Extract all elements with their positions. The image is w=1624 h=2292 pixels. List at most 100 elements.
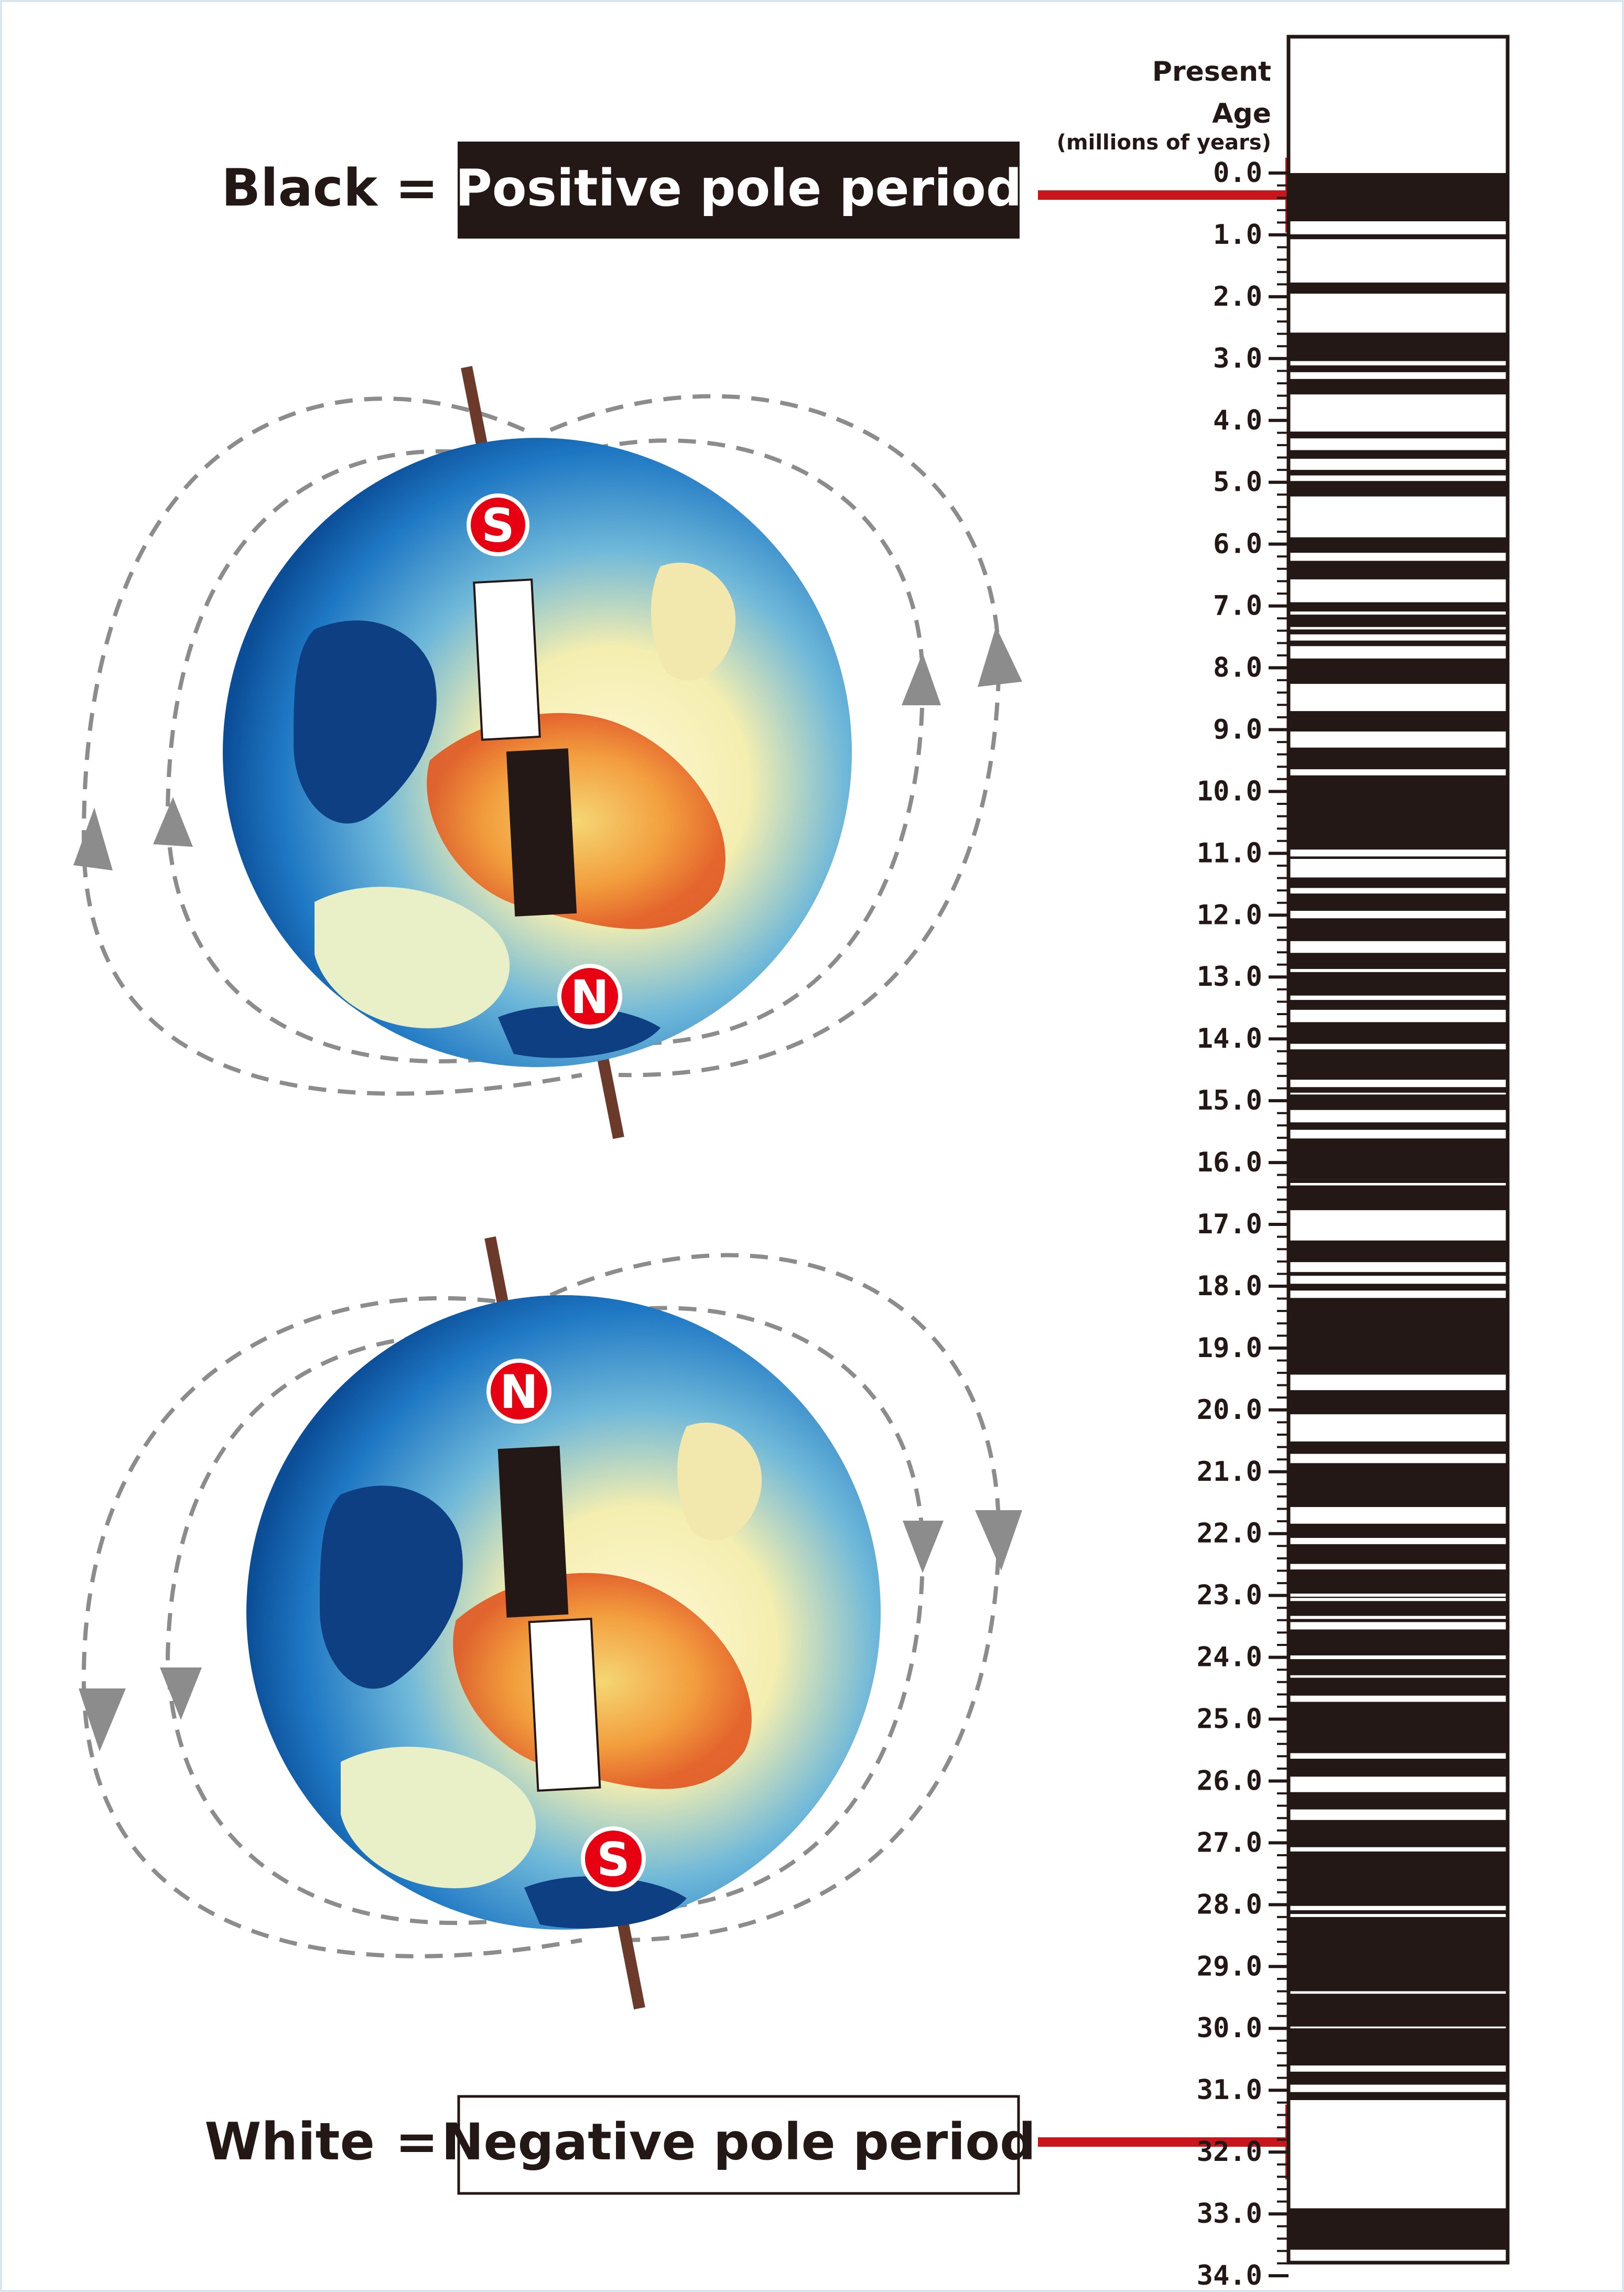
magnet-lower-half <box>528 1618 601 1792</box>
normal-polarity-band <box>1290 1659 1507 1675</box>
normal-polarity-band <box>1290 2028 1507 2065</box>
normal-polarity-band <box>1290 1629 1507 1655</box>
pole-marker-upper-label: N <box>500 1365 538 1419</box>
continent-antarctica <box>498 1006 661 1058</box>
tick-label: 24.0 <box>1197 1642 1262 1673</box>
normal-polarity-band <box>1290 1284 1507 1291</box>
tick-label: 21.0 <box>1197 1456 1262 1488</box>
legend-black-equals: = <box>395 158 438 218</box>
normal-polarity-band <box>1290 640 1507 647</box>
tick-label: 34.0 <box>1197 2260 1262 2291</box>
tick-label: 11.0 <box>1197 837 1262 869</box>
normal-polarity-band <box>1290 658 1507 684</box>
normal-polarity-band <box>1290 894 1507 911</box>
positive-label-box <box>458 142 1020 239</box>
continent-asia-warm <box>427 713 726 929</box>
magnet-upper-half <box>497 1446 569 1618</box>
axis-tick-labels: 0.0 1.0 2.0 3.0 4.0 5.0 6.0 7.0 8.0 9.0 10.0 11.0 12… <box>1197 157 1262 2291</box>
tick-label: 10.0 <box>1197 776 1262 807</box>
normal-polarity-band <box>1290 1994 1507 2027</box>
pole-marker-lower-label: N <box>570 970 609 1024</box>
normal-polarity-band <box>1290 629 1507 634</box>
normal-polarity-band <box>1290 1544 1507 1564</box>
field-arrowhead <box>79 1688 126 1751</box>
magnet-lower-half <box>506 748 577 917</box>
continent-europe <box>294 620 437 824</box>
tick-label: 7.0 <box>1213 590 1262 622</box>
normal-polarity-band <box>1290 747 1507 769</box>
negative-label: Negative pole period <box>441 2113 1036 2171</box>
normal-polarity-band <box>1290 711 1507 731</box>
normal-polarity-band <box>1290 2208 1507 2250</box>
tick-label: 23.0 <box>1197 1580 1262 1611</box>
tick-label: 27.0 <box>1197 1827 1262 1858</box>
normal-polarity-band <box>1290 1122 1507 1130</box>
continent-north <box>651 562 736 681</box>
pole-marker-upper-label: S <box>481 499 514 553</box>
normal-polarity-band <box>1290 537 1507 553</box>
tick-label: 29.0 <box>1197 1951 1262 1982</box>
continent-europe <box>320 1486 463 1689</box>
normal-polarity-band <box>1290 1569 1507 1594</box>
tick-label: 33.0 <box>1197 2198 1262 2230</box>
normal-polarity-band <box>1290 1463 1507 1507</box>
pole-marker-lower-label: S <box>597 1833 630 1887</box>
normal-polarity-band <box>1290 1179 1507 1183</box>
normal-polarity-band <box>1290 953 1507 969</box>
normal-polarity-band <box>1290 1298 1507 1375</box>
tick-label: 32.0 <box>1197 2136 1262 2168</box>
tick-label: 3.0 <box>1213 343 1262 374</box>
tick-label: 1.0 <box>1213 219 1262 251</box>
pole-marker-upper <box>486 1359 551 1424</box>
tick-label: 8.0 <box>1213 652 1262 684</box>
normal-polarity-band <box>1290 1272 1507 1276</box>
field-arrowhead <box>978 627 1022 687</box>
normal-polarity-band <box>1290 1597 1507 1598</box>
normal-polarity-band <box>1290 1240 1507 1262</box>
continent-africa <box>341 1747 536 1888</box>
polarity-timescale: Present Age (millions of years) polarity… <box>1057 35 1510 2291</box>
magnet-upper-half <box>473 578 541 741</box>
tick-label: 30.0 <box>1197 2013 1262 2044</box>
normal-polarity-band <box>1290 432 1507 438</box>
normal-polarity-band <box>1290 918 1507 941</box>
normal-polarity-band <box>1290 1441 1507 1454</box>
tick-label: 26.0 <box>1197 1766 1262 1797</box>
normal-polarity-band <box>1290 1087 1507 1093</box>
polarity-bands <box>1290 173 1507 2250</box>
tick-label: 14.0 <box>1197 1023 1262 1054</box>
normal-polarity-band <box>1290 1792 1507 1810</box>
tick-label: 0.0 <box>1213 157 1262 189</box>
normal-polarity-band <box>1290 2071 1507 2085</box>
normal-polarity-band <box>1290 775 1507 850</box>
normal-polarity-band <box>1290 1185 1507 1210</box>
normal-polarity-band <box>1290 1759 1507 1777</box>
continent-asia-warm <box>453 1573 752 1789</box>
pole-marker-lower <box>581 1826 646 1891</box>
normal-polarity-band <box>1290 877 1507 888</box>
normal-polarity-band <box>1290 1820 1507 1847</box>
positive-label: Positive pole period <box>455 159 1022 218</box>
normal-polarity-band <box>1290 173 1507 221</box>
tick-label: 17.0 <box>1197 1209 1262 1240</box>
legend-negative: White = Negative pole period <box>204 2095 1361 2195</box>
tick-label: 22.0 <box>1197 1518 1262 1549</box>
globe-normal-polarity: S N <box>73 365 1022 1139</box>
normal-polarity-band <box>1290 2092 1507 2100</box>
normal-polarity-band <box>1290 450 1507 459</box>
normal-polarity-band <box>1290 1049 1507 1080</box>
tick-label: 4.0 <box>1213 405 1262 436</box>
tick-label: 31.0 <box>1197 2074 1262 2106</box>
tick-label: 18.0 <box>1197 1271 1262 1302</box>
tick-label: 13.0 <box>1197 961 1262 993</box>
tick-label: 19.0 <box>1197 1332 1262 1364</box>
field-arrowhead <box>975 1510 1022 1570</box>
field-arrowhead <box>160 1667 202 1720</box>
normal-polarity-band <box>1290 470 1507 476</box>
axis-header-age: Age <box>1212 98 1271 130</box>
normal-polarity-band <box>1290 561 1507 579</box>
pole-marker-lower <box>557 964 622 1029</box>
normal-polarity-band <box>1290 1138 1507 1179</box>
field-arrowhead <box>73 808 113 870</box>
